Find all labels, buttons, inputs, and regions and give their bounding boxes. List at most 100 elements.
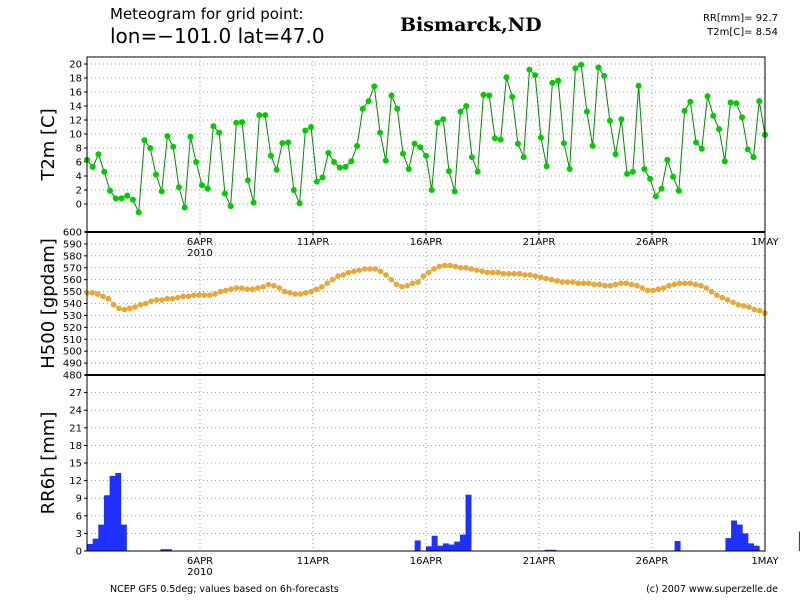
y-axis-label: T2m [C] xyxy=(38,108,59,181)
data-point xyxy=(124,192,131,199)
data-point xyxy=(431,266,437,272)
precip-bar xyxy=(414,540,421,551)
data-point xyxy=(279,140,286,147)
data-point xyxy=(308,124,315,130)
y-tick-label: 560 xyxy=(63,275,82,286)
data-point xyxy=(452,263,459,270)
data-point xyxy=(484,269,491,276)
data-point xyxy=(118,195,125,202)
data-point xyxy=(206,292,213,298)
data-point xyxy=(436,263,443,270)
y-tick-label: 510 xyxy=(63,335,82,346)
data-point xyxy=(457,264,464,271)
data-point xyxy=(409,280,416,287)
precip-bar xyxy=(459,534,466,551)
data-point xyxy=(175,184,182,191)
data-point xyxy=(618,280,624,287)
data-point xyxy=(497,136,504,143)
y-tick-label: 520 xyxy=(63,323,82,334)
data-point xyxy=(555,77,562,84)
data-point xyxy=(441,262,448,269)
data-point xyxy=(489,269,496,276)
data-point xyxy=(303,289,309,296)
data-point xyxy=(89,289,96,296)
data-point xyxy=(152,171,159,178)
data-point xyxy=(428,187,435,193)
data-point xyxy=(628,281,635,288)
data-point xyxy=(95,151,102,158)
y-tick-label: 9 xyxy=(76,494,82,505)
data-point xyxy=(658,185,665,192)
y-tick-label: 16 xyxy=(69,88,82,99)
data-point xyxy=(511,270,517,277)
data-point xyxy=(244,177,251,184)
data-point xyxy=(367,266,373,272)
data-point xyxy=(399,284,405,290)
data-point xyxy=(417,144,424,151)
precip-bar xyxy=(92,538,99,551)
data-point xyxy=(537,134,544,141)
data-point xyxy=(204,185,211,192)
precip-total: RR[mm]= 92.7 xyxy=(702,13,778,24)
data-point xyxy=(129,196,136,203)
precip-bar xyxy=(431,535,438,551)
y-tick-label: 27 xyxy=(69,388,82,399)
data-point xyxy=(345,269,352,276)
data-point xyxy=(650,287,656,294)
y-tick-label: 4 xyxy=(76,172,82,183)
data-source-note: NCEP GFS 0.5deg; values based on 6h-fore… xyxy=(110,584,339,595)
data-point xyxy=(302,127,309,134)
y-tick-label: 580 xyxy=(63,251,82,262)
data-point xyxy=(675,187,682,194)
data-point xyxy=(126,305,133,312)
data-point xyxy=(121,306,128,313)
data-point xyxy=(141,137,148,144)
data-point xyxy=(602,282,608,289)
data-point xyxy=(371,83,378,90)
data-point xyxy=(256,112,263,119)
data-point xyxy=(526,66,533,73)
data-point xyxy=(586,280,592,287)
data-point xyxy=(181,204,188,211)
x-tick-label: 6APR xyxy=(187,237,213,248)
precip-bar xyxy=(544,549,551,551)
precip-bar xyxy=(798,531,800,551)
data-point xyxy=(532,273,539,279)
precip-bar xyxy=(550,549,557,551)
data-point xyxy=(583,108,590,115)
data-point xyxy=(388,92,395,99)
y-tick-label: 530 xyxy=(63,311,82,322)
data-point xyxy=(647,175,654,182)
data-point xyxy=(520,154,527,161)
data-point xyxy=(629,168,636,175)
data-point xyxy=(382,157,389,164)
data-point xyxy=(158,297,165,303)
data-point xyxy=(106,187,113,194)
precip-bar xyxy=(426,546,432,551)
data-point xyxy=(716,126,723,133)
data-point xyxy=(500,270,507,277)
data-point xyxy=(664,156,671,163)
data-point xyxy=(580,280,587,287)
data-point xyxy=(671,281,678,288)
data-point xyxy=(644,287,651,294)
y-tick-label: 18 xyxy=(69,441,82,452)
data-point xyxy=(221,190,228,197)
data-point xyxy=(708,288,715,295)
data-point xyxy=(724,297,731,303)
title-line-2: lon=−101.0 lat=47.0 xyxy=(110,24,325,48)
data-point xyxy=(273,166,280,173)
x-tick-label: 21APR xyxy=(523,237,556,248)
data-point xyxy=(727,99,734,106)
data-point xyxy=(394,105,401,112)
y-axis-label: H500 [gpdam] xyxy=(38,238,59,369)
data-point xyxy=(606,117,613,124)
data-point xyxy=(336,164,343,171)
data-point xyxy=(596,281,603,288)
data-point xyxy=(473,267,480,273)
data-point xyxy=(457,108,464,115)
data-point xyxy=(393,281,400,288)
data-point xyxy=(212,291,218,297)
data-point xyxy=(142,300,149,307)
y-tick-label: 480 xyxy=(63,371,82,382)
